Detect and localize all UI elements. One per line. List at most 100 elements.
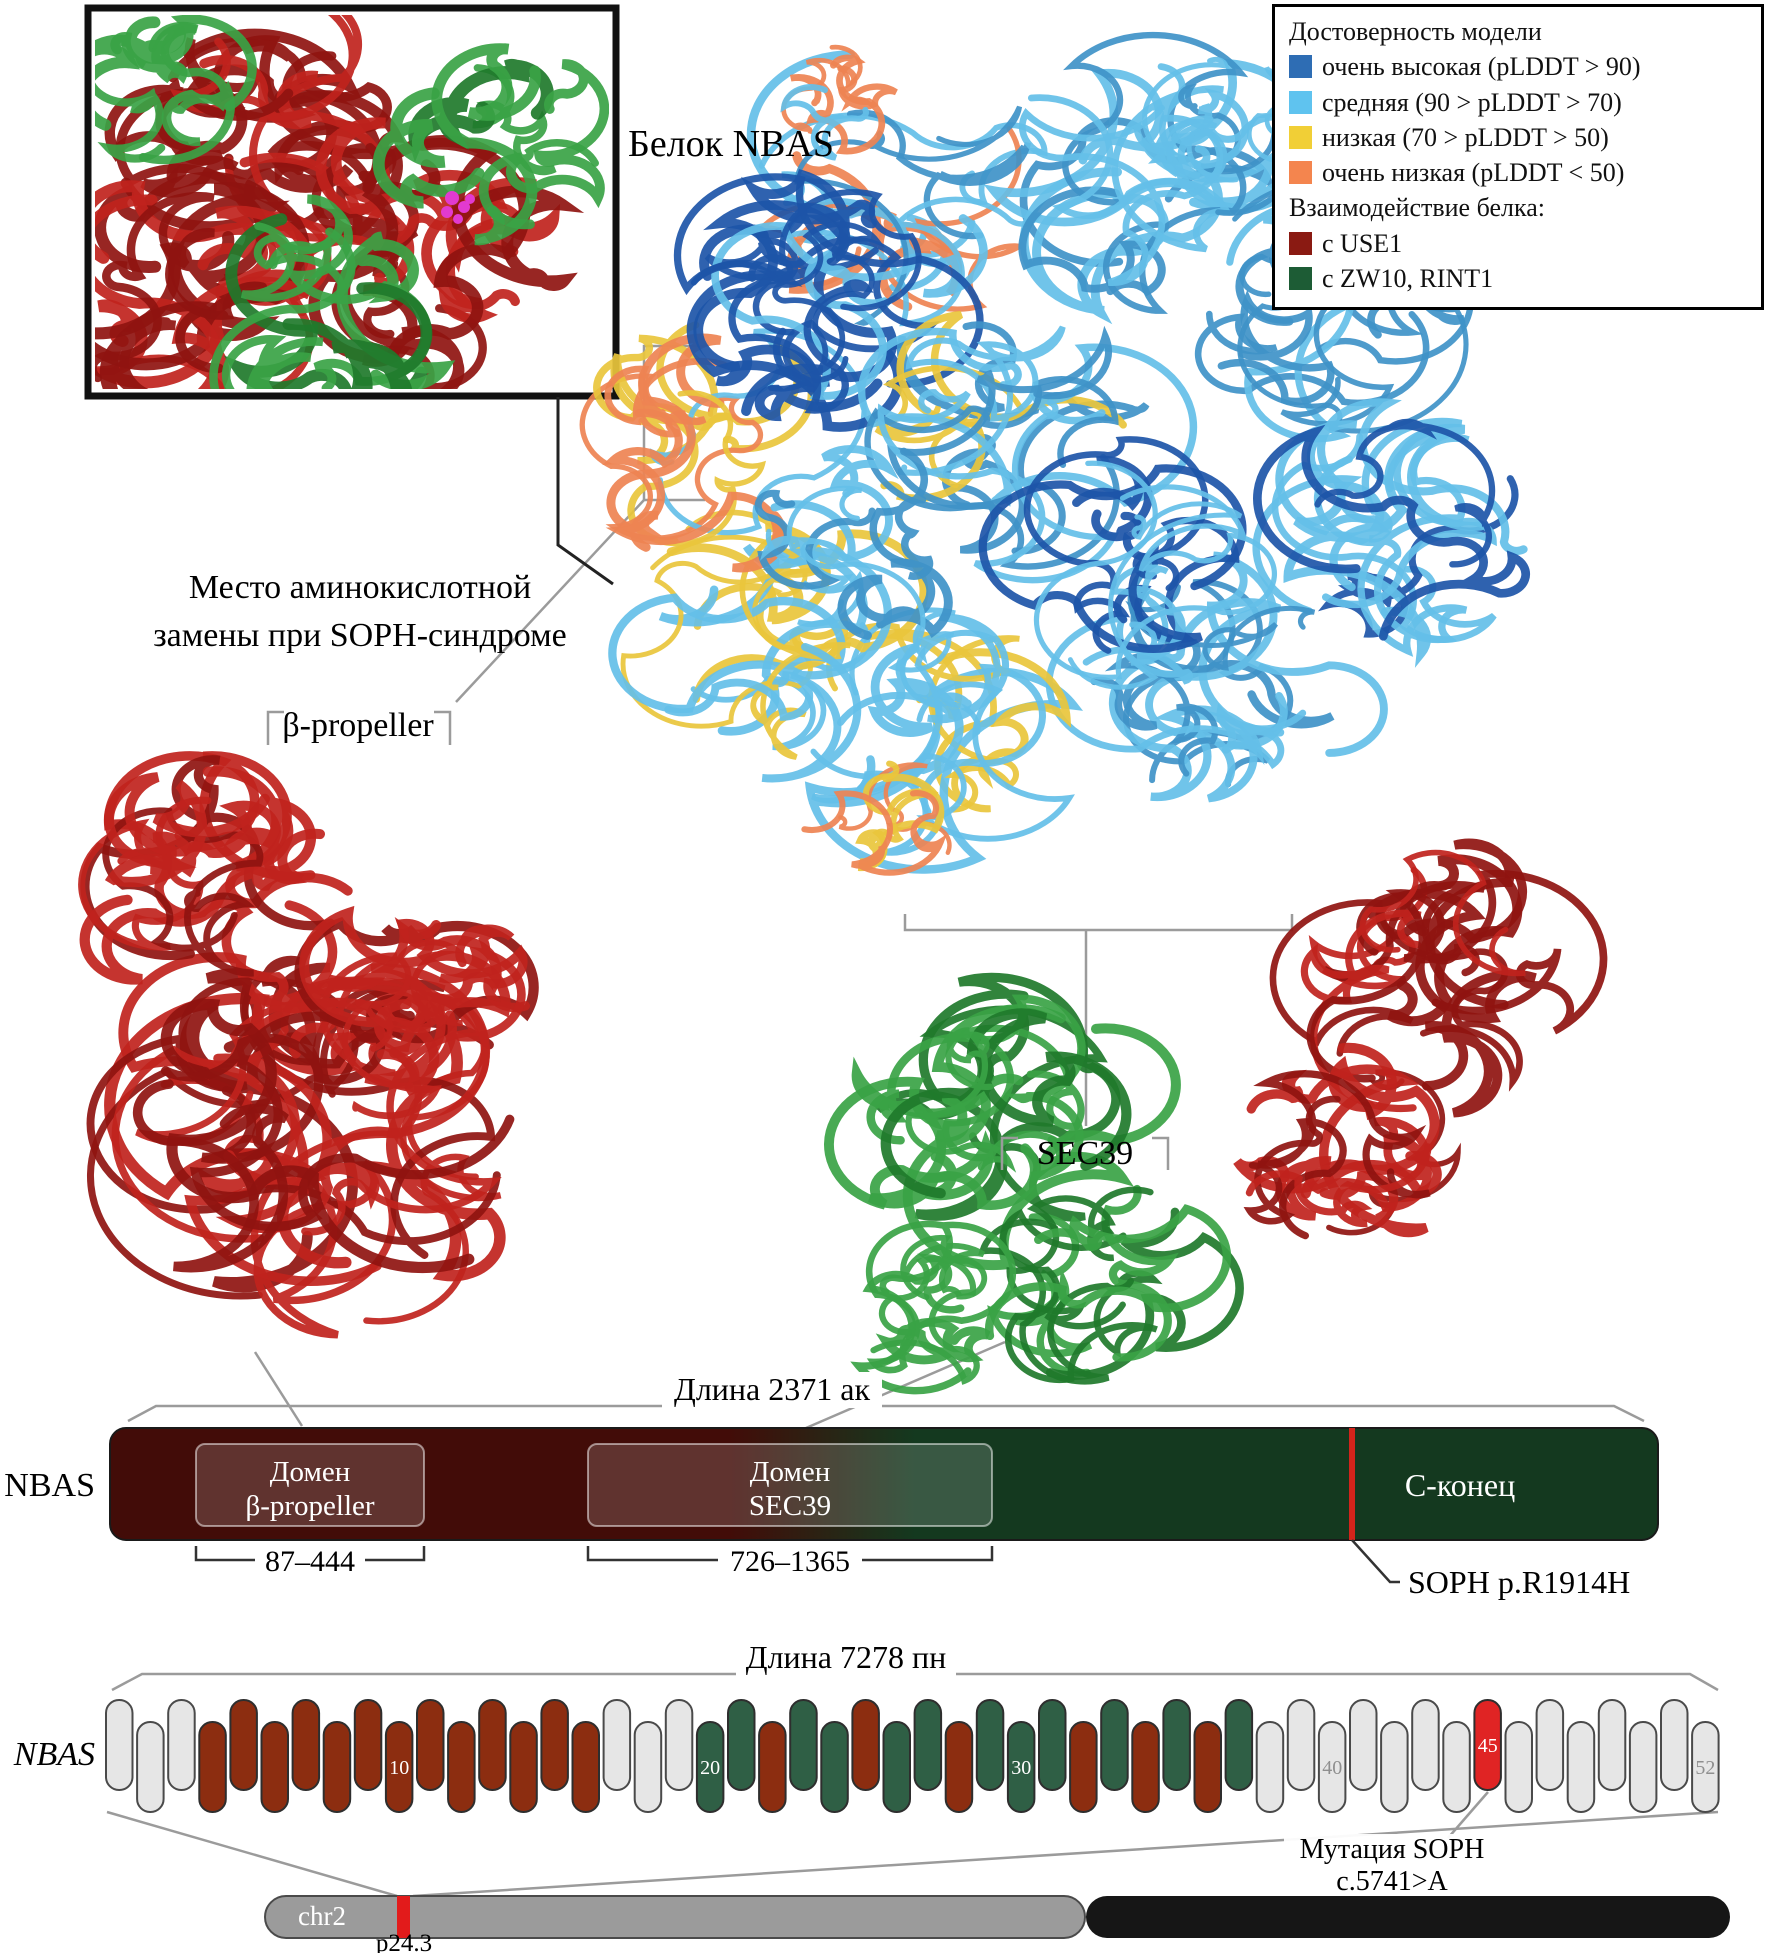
ribbon-strand (1387, 854, 1523, 1027)
legend-interaction-title: Взаимодействие белка: (1289, 193, 1545, 223)
exon-pill (1442, 1721, 1471, 1813)
site-label-line1: Место аминокислотной (189, 569, 531, 606)
legend-color-swatch (1289, 161, 1312, 185)
ribbon-strand (770, 444, 899, 562)
domain-beta-line1: Домен (270, 1456, 350, 1488)
ribbon-strand (103, 772, 325, 885)
ribbon-strand (870, 1255, 980, 1385)
beta-range-label: 87–444 (265, 1545, 355, 1578)
ribbon-strand (1194, 310, 1430, 407)
c-terminus-label: С-конец (1405, 1467, 1515, 1503)
ribbon-strand (664, 642, 862, 783)
ribbon-strand (372, 87, 485, 209)
legend-item: с ZW10, RINT1 (1289, 262, 1749, 295)
exon-pill (1473, 1699, 1502, 1791)
exons-to-band-right-line (412, 1810, 1719, 1898)
exon-pill (1597, 1699, 1627, 1791)
model-confidence-legend: Достоверность модели очень высокая (pLDD… (1272, 4, 1764, 311)
exon-pill (260, 1721, 289, 1813)
exon-pill (571, 1721, 600, 1813)
mutation-residue-dot (458, 201, 470, 213)
exon-pill (291, 1699, 321, 1791)
ribbon-strand (209, 227, 356, 389)
exon-pill (1193, 1721, 1222, 1813)
legend-item-label: с ZW10, RINT1 (1322, 263, 1494, 293)
legend-color-swatch (1289, 231, 1312, 255)
ribbon-strand (654, 390, 766, 547)
exon-pill (758, 1721, 787, 1813)
chromosome-band-p24-3 (397, 1896, 410, 1938)
exon-row: 10 20 30 40 45 52 (105, 1699, 1720, 1813)
ribbon-strand (1027, 63, 1233, 253)
mutation-residue-dot (445, 191, 459, 205)
gene-mutation-line2: c.5741>A (1336, 1866, 1448, 1897)
exon-pill (136, 1721, 165, 1813)
ribbon-strand (887, 325, 1113, 510)
mutation-residue-dot (465, 194, 475, 204)
ribbon-strand (282, 282, 433, 389)
beta-label-brackets (266, 710, 452, 745)
ribbon-strand (836, 613, 1046, 816)
exon-pill (1349, 1699, 1378, 1791)
inset-border (84, 4, 620, 400)
ribbon-strand (160, 998, 475, 1274)
legend-color-swatch (1289, 125, 1312, 149)
exon-pill (198, 1721, 227, 1813)
legend-item: очень высокая (pLDDT > 90) (1289, 50, 1749, 83)
legend-item-label: средняя (90 > pLDDT > 70) (1322, 87, 1622, 117)
legend-color-swatch (1289, 90, 1312, 114)
exon-pill (1100, 1699, 1129, 1791)
ribbon-strand (1101, 1184, 1179, 1362)
ribbon-strand (789, 54, 886, 155)
ribbon-strand (1314, 418, 1496, 568)
exon-pill (353, 1699, 383, 1791)
nbas-full-model-ribbons (579, 31, 1531, 876)
exons-to-band-left-line (106, 1810, 398, 1898)
exon-pill (882, 1721, 911, 1813)
protein-title: Белок NBAS (628, 123, 834, 165)
ribbon-strand (102, 807, 264, 977)
exon-pill (1069, 1721, 1098, 1813)
exon-pill (1380, 1721, 1409, 1813)
exon-pill (416, 1699, 445, 1791)
exon-pill (602, 1699, 632, 1791)
exon-pill (1286, 1699, 1316, 1791)
exon-pill (789, 1699, 818, 1791)
exon-pill (447, 1721, 476, 1813)
ribbon-strand (110, 15, 257, 112)
ribbon-strand (1313, 432, 1470, 657)
ribbon-strand (794, 105, 1023, 326)
inset-protein-ribbons (95, 15, 609, 389)
legend-item: с USE1 (1289, 227, 1749, 260)
site-label-line2: замены при SOPH-синдроме (153, 617, 567, 654)
exon-number: 45 (1478, 1735, 1498, 1757)
ribbon-strand (431, 43, 541, 246)
exon-pill (975, 1699, 1005, 1791)
mutation-residue-cluster (441, 191, 475, 224)
beta-structure-to-bar-line (253, 1351, 304, 1427)
legend-confidence-list: очень высокая (pLDDT > 90) средняя (90 > … (1289, 50, 1749, 189)
legend-color-swatch (1289, 266, 1312, 290)
sec39-range-bg (718, 1546, 862, 1576)
exon-pill (105, 1699, 134, 1791)
c-terminal-structure (1233, 838, 1608, 1240)
ribbon-strand (780, 84, 869, 161)
ribbon-strand (223, 213, 428, 389)
legend-item-label: с USE1 (1322, 228, 1403, 258)
ribbon-strand (900, 1234, 988, 1300)
exon-pill (1660, 1699, 1689, 1791)
exon-pill (384, 1721, 414, 1813)
ribbon-strand (1306, 869, 1608, 1083)
legend-color-swatch (1289, 55, 1312, 79)
soph-protein-leader-line (1351, 1539, 1400, 1584)
ribbon-strand (1142, 56, 1239, 183)
exon-pill (1224, 1699, 1254, 1791)
exon-pill (1411, 1699, 1440, 1791)
exon-pill (1535, 1699, 1565, 1791)
exon-pill (851, 1699, 880, 1791)
gene-length-label-bg (736, 1640, 956, 1676)
exon-pill (820, 1721, 849, 1813)
domain-sec39-line2: SEC39 (749, 1490, 831, 1522)
legend-item-label: очень низкая (pLDDT < 50) (1322, 158, 1625, 188)
ribbon-strand (325, 918, 531, 1086)
